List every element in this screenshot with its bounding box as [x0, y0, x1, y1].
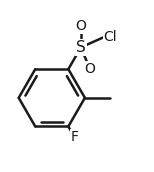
Text: O: O: [75, 19, 86, 33]
Text: Cl: Cl: [104, 30, 117, 44]
Text: F: F: [71, 130, 79, 144]
Text: O: O: [84, 62, 95, 76]
Text: S: S: [76, 40, 86, 55]
